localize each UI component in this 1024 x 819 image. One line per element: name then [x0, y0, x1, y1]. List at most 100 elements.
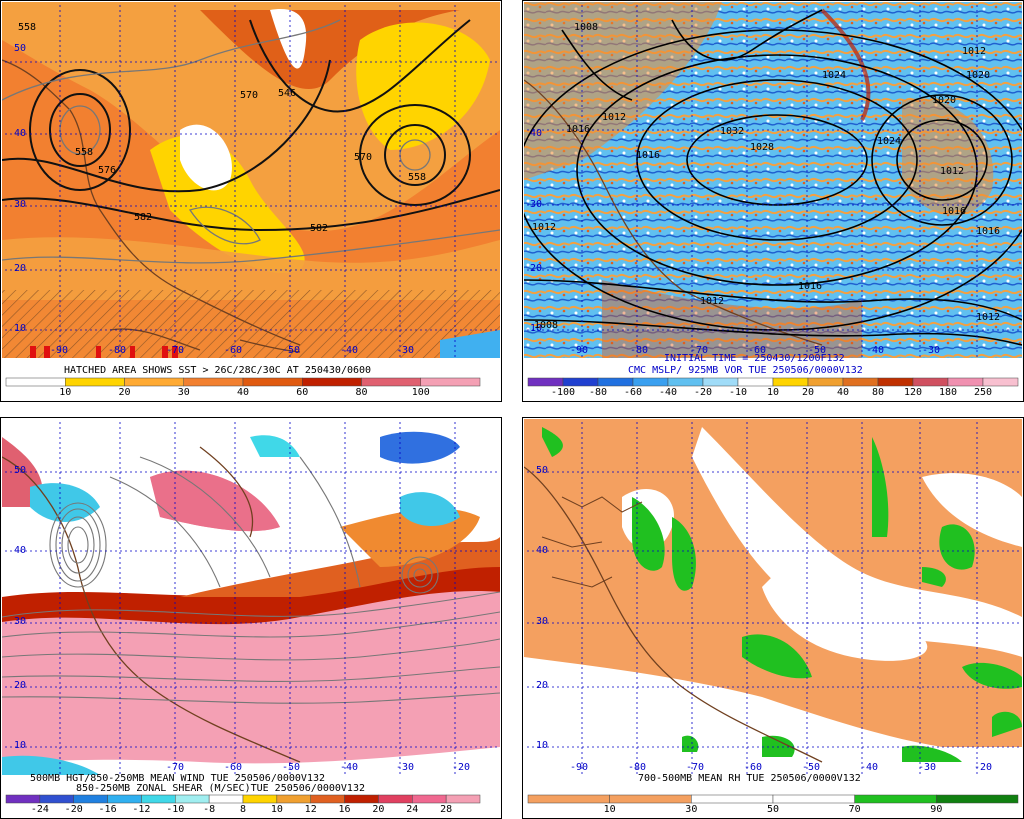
colorbar-label: -60 — [623, 387, 643, 398]
colorbar-swatch — [667, 377, 704, 387]
colorbar-swatch — [107, 794, 142, 804]
colorbar-swatch — [562, 377, 599, 387]
contour-label: 1016 — [976, 226, 1001, 237]
colorbar-label: -12 — [132, 804, 151, 815]
colorbar-label: 16 — [338, 804, 351, 815]
contour-label: 1016 — [636, 150, 661, 161]
colorbar-label: 30 — [685, 804, 698, 815]
contour-label: 1012 — [962, 46, 987, 57]
map-canvas — [0, 0, 502, 402]
contour-label: 1012 — [700, 296, 725, 307]
colorbar-label: -100 — [550, 387, 576, 398]
map-caption: 700-500MB MEAN RH TUE 250506/0000V132 — [638, 773, 861, 784]
colorbar-label: 10 — [59, 387, 72, 398]
colorbar-label: -8 — [203, 804, 216, 815]
colorbar-swatch — [982, 377, 1019, 387]
lon-label: -60 — [744, 762, 763, 773]
lat-label: 40 — [536, 545, 549, 556]
contour-label: 1024 — [822, 70, 847, 81]
lon-label: -30 — [922, 345, 941, 356]
map-canvas — [522, 0, 1024, 402]
lon-label: -50 — [802, 762, 821, 773]
colorbar-label: -10 — [166, 804, 185, 815]
colorbar-swatch — [242, 377, 303, 387]
colorbar-label: -10 — [728, 387, 748, 398]
colorbar-swatch — [175, 794, 210, 804]
lon-label: -40 — [860, 762, 879, 773]
lon-label: -50 — [282, 345, 301, 356]
colorbar-label: -16 — [98, 804, 117, 815]
lat-label: 30 — [530, 199, 543, 210]
lat-label: 10 — [14, 740, 27, 751]
lat-label: 40 — [14, 128, 27, 139]
colorbar-label: 8 — [239, 804, 247, 815]
colorbar-label: 10 — [270, 804, 283, 815]
contour-label: 582 — [310, 223, 329, 234]
colorbar-label: 30 — [177, 387, 190, 398]
colorbar-label: 250 — [973, 387, 993, 398]
colorbar-label: 180 — [938, 387, 958, 398]
colorbar-swatch — [877, 377, 914, 387]
contour-label: 1012 — [602, 112, 627, 123]
contour-label: 570 — [240, 90, 259, 101]
colorbar-swatch — [302, 377, 362, 387]
colorbar-swatch — [412, 794, 447, 804]
colorbar-label: 24 — [406, 804, 419, 815]
lon-label: -90 — [50, 345, 69, 356]
lat-label: 50 — [14, 465, 27, 476]
colorbar-swatch — [597, 377, 634, 387]
colorbar-label: -40 — [658, 387, 678, 398]
contour-label: 1024 — [877, 136, 902, 147]
panel-700-500mb-rh: 50 40 30 20 10 -90 -80 -70 -60 -50 -40 -… — [522, 417, 1024, 819]
colorbar-label: 50 — [766, 804, 780, 815]
lat-label: 50 — [14, 43, 27, 54]
map-caption: HATCHED AREA SHOWS SST > 26C/28C/30C AT … — [64, 365, 372, 376]
lon-label: -50 — [808, 345, 827, 356]
contour-label: 558 — [75, 147, 94, 158]
contour-label: 576 — [98, 165, 117, 176]
contour-label: 1012 — [976, 312, 1001, 323]
map-canvas — [0, 417, 502, 819]
colorbar-swatch — [912, 377, 949, 387]
colorbar-swatch — [183, 377, 244, 387]
lon-label: -90 — [570, 762, 589, 773]
lat-label: 30 — [14, 199, 27, 210]
lat-label: 20 — [530, 263, 543, 274]
lon-label: -20 — [452, 762, 471, 773]
colorbar-swatch — [702, 377, 739, 387]
colorbar-swatch — [445, 794, 481, 804]
colorbar-swatch — [65, 377, 125, 387]
colorbar-swatch — [242, 794, 278, 804]
colorbar-label: 20 — [372, 804, 385, 815]
colorbar-swatch — [378, 794, 413, 804]
colorbar-label: 40 — [836, 387, 850, 398]
colorbar-swatch — [936, 794, 1019, 804]
colorbar-label: 10 — [766, 387, 780, 398]
colorbar-label: 40 — [236, 387, 250, 398]
colorbar-swatch — [842, 377, 879, 387]
colorbar-label: -20 — [64, 804, 83, 815]
lat-label: 30 — [14, 616, 27, 627]
colorbar-swatch — [772, 794, 855, 804]
colorbar-swatch — [632, 377, 669, 387]
lon-label: -40 — [340, 762, 359, 773]
colorbar-swatch — [807, 377, 844, 387]
contour-label: 1020 — [932, 95, 957, 106]
colorbar-label: 80 — [355, 387, 368, 398]
colorbar-swatch — [310, 794, 345, 804]
lon-label: -80 — [630, 345, 649, 356]
lat-label: 40 — [14, 545, 27, 556]
lon-label: -70 — [166, 762, 185, 773]
colorbar-label: 70 — [848, 804, 861, 815]
contour-label: 1016 — [798, 281, 823, 292]
contour-label: 1016 — [566, 124, 591, 135]
colorbar-swatch — [854, 794, 937, 804]
map-caption: CMC MSLP/ 925MB VOR TUE 250506/0000V132 — [628, 365, 863, 376]
lon-label: -40 — [866, 345, 885, 356]
colorbar-swatch — [691, 794, 774, 804]
lon-label: -80 — [108, 345, 127, 356]
colorbar-label: 120 — [903, 387, 923, 398]
colorbar-swatch — [527, 794, 610, 804]
colorbar-swatch — [124, 377, 184, 387]
map-caption: 850-250MB ZONAL SHEAR (M/SEC)TUE 250506/… — [76, 783, 365, 794]
